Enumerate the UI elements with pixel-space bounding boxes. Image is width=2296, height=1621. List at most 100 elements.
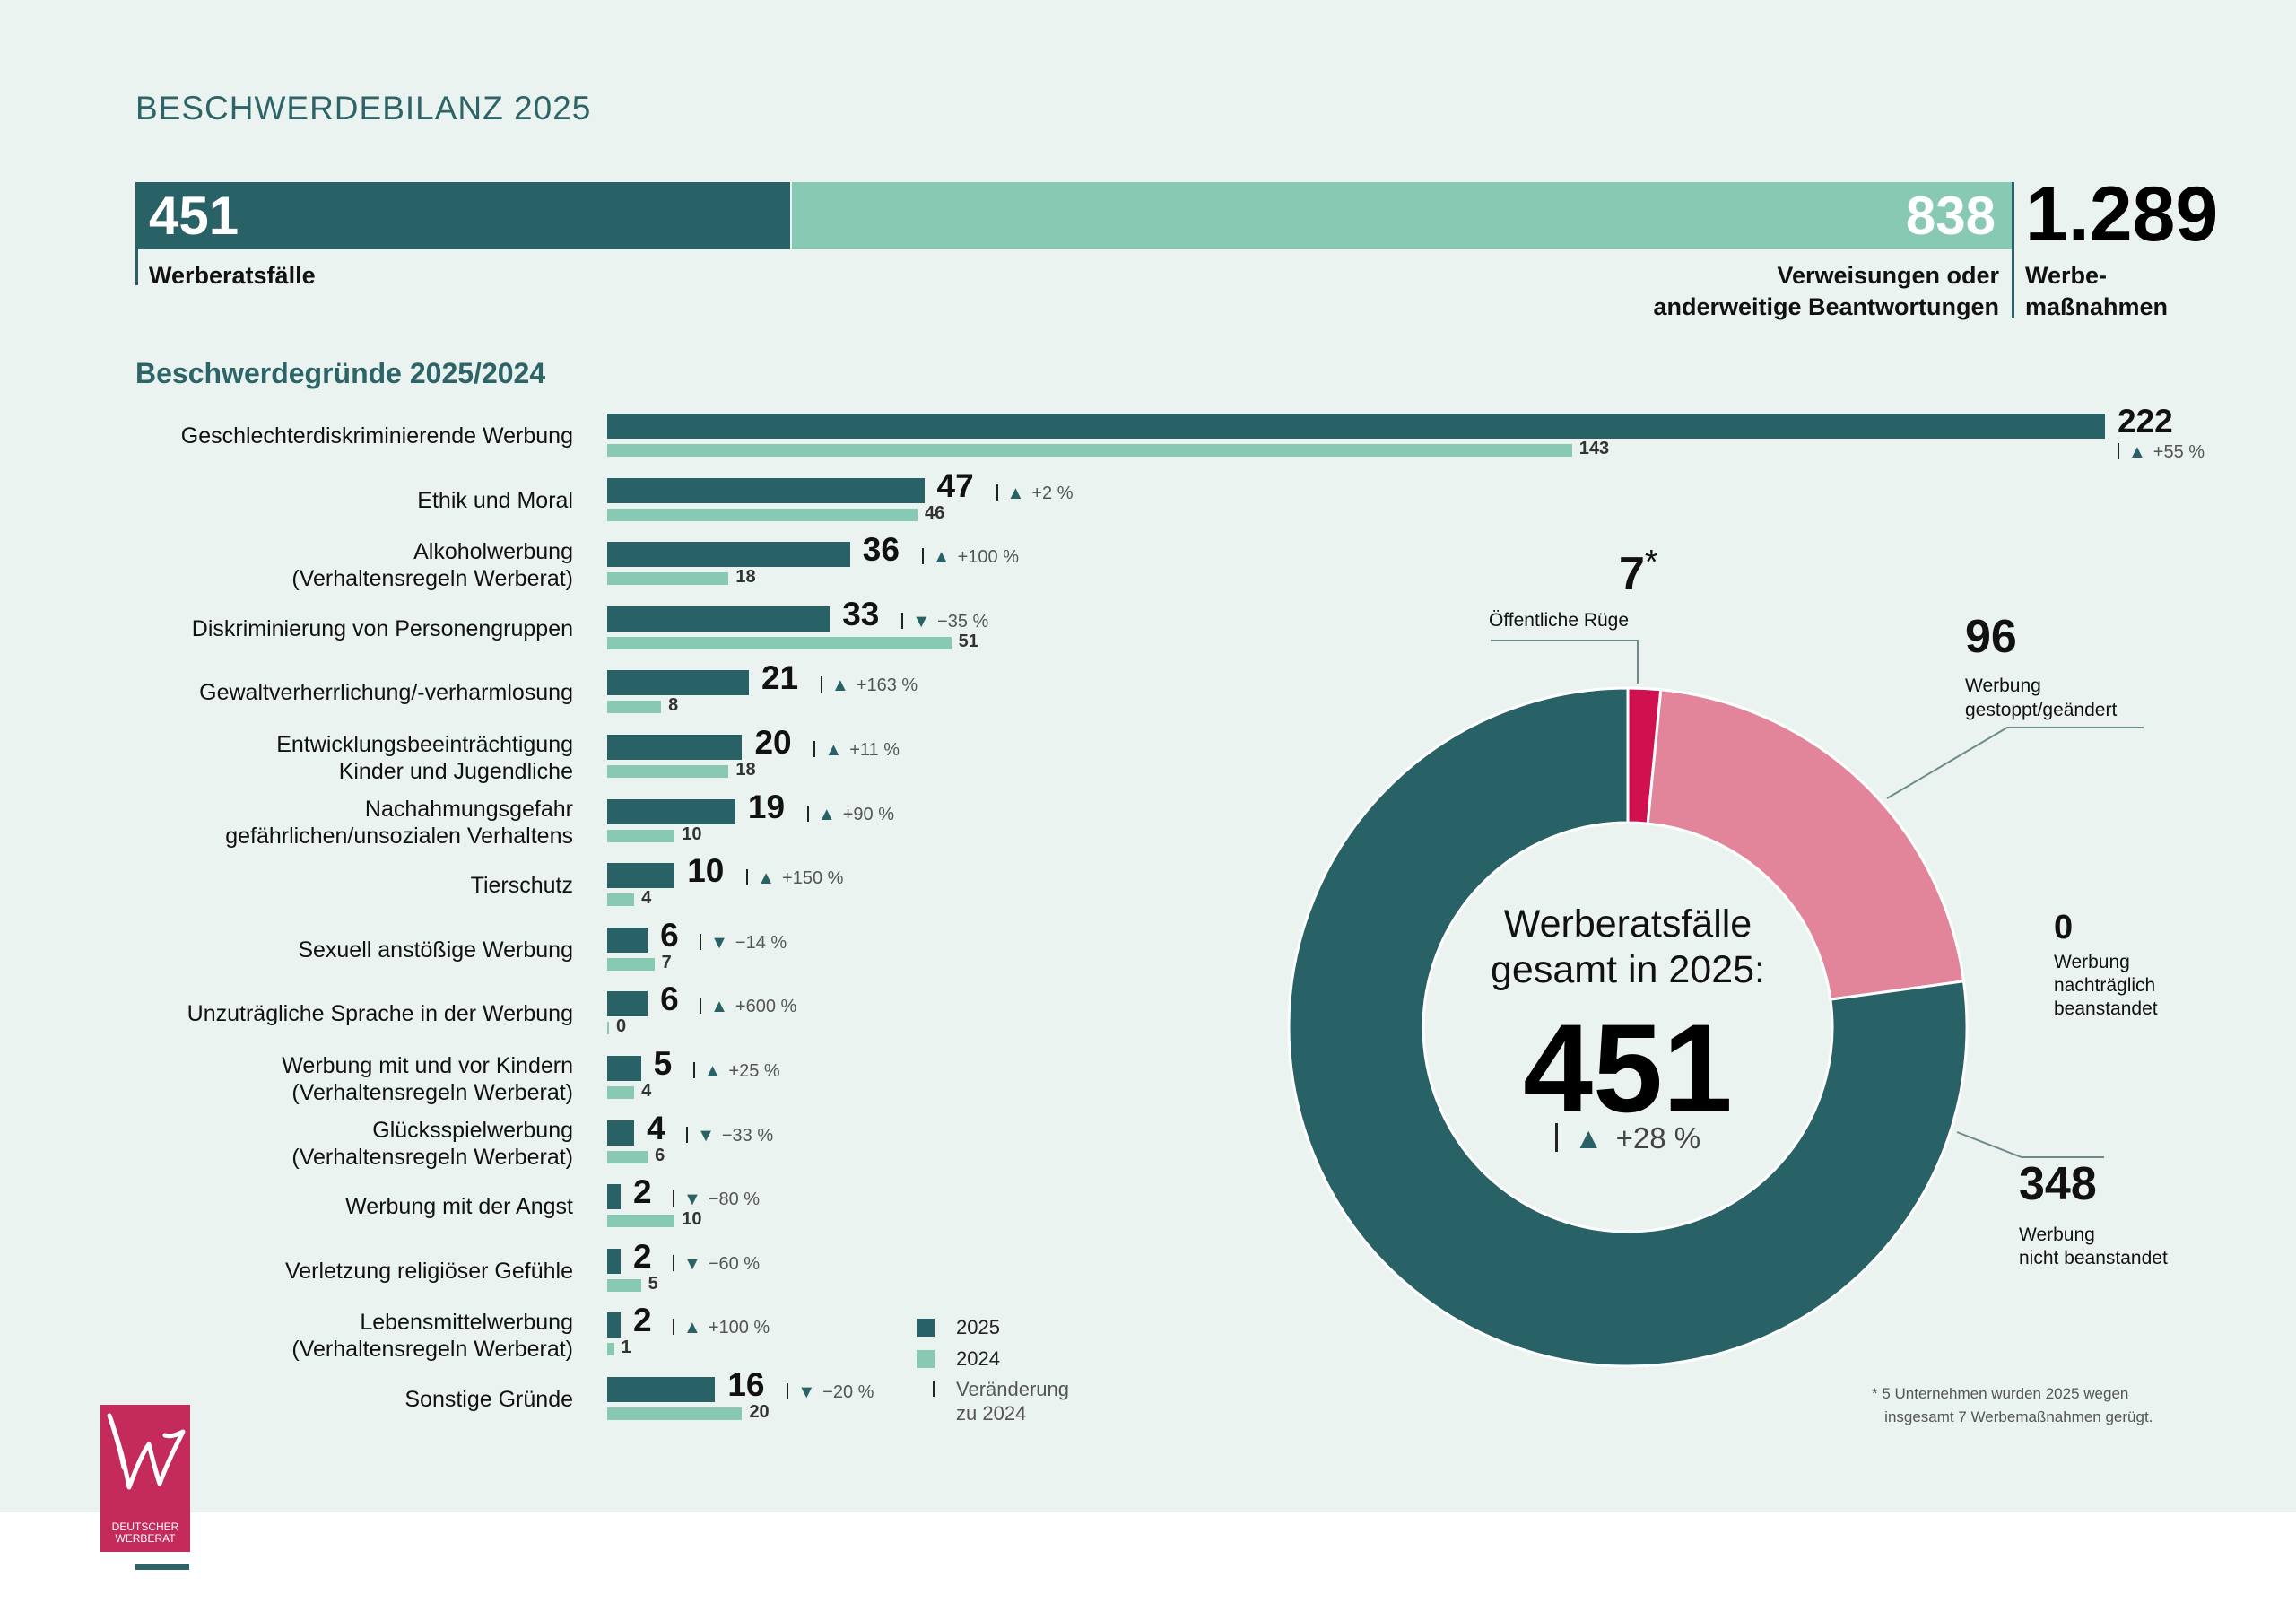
bar-2024 — [607, 508, 918, 521]
legend-label-2025: 2025 — [956, 1316, 1000, 1338]
bar-2025 — [607, 1377, 716, 1402]
change-marker — [746, 869, 749, 886]
change-indicator: ▼ −33 % — [686, 1126, 773, 1146]
change-marker — [673, 1254, 675, 1271]
werberatsfaelle-value: 451 — [149, 186, 239, 246]
category-label: Gewaltverherrlichung/-verharmlosung — [199, 680, 573, 706]
bar-2025 — [607, 606, 831, 632]
change-indicator: ▼ −14 % — [700, 933, 787, 954]
footnote: * 5 Unternehmen wurden 2025 wegen insges… — [1872, 1385, 2153, 1425]
category-label: Diskriminierung von Personengruppen — [191, 615, 573, 641]
bar-2025 — [607, 735, 743, 760]
werberatsfaelle-bar — [135, 182, 790, 249]
change-indicator: ▲ +163 % — [820, 675, 918, 696]
value-label-2024: 8 — [668, 695, 679, 716]
page-title: BESCHWERDEBILANZ 2025 — [135, 90, 592, 126]
value-label-2024: 20 — [749, 1402, 770, 1422]
value-label-2024: 6 — [655, 1145, 665, 1165]
change-indicator: ▲ +11 % — [813, 740, 900, 761]
change-indicator: ▲ +150 % — [746, 868, 843, 889]
arrow-down-icon: ▼ — [697, 1125, 715, 1146]
slice-caption-ruege: Öffentliche Rüge — [1489, 610, 1630, 631]
value-label-2025: 2 — [633, 1237, 652, 1275]
category-label: Nachahmungsgefahr gefährlichen/unsozialen… — [225, 796, 573, 849]
bar-2024 — [607, 1215, 675, 1228]
werberatsfaelle-label: Werberatsfälle — [149, 262, 316, 289]
slice-caption-gestoppt: Werbung gestoppt/geändert — [1965, 675, 2118, 720]
change-marker — [787, 1383, 789, 1399]
bar-2025 — [607, 798, 735, 824]
divider — [2012, 182, 2014, 318]
bar-2024 — [607, 572, 729, 586]
change-marker — [806, 805, 809, 822]
legend-label-change: Veränderung zu 2024 — [956, 1378, 1069, 1425]
bar-2025 — [607, 863, 675, 889]
bar-2025 — [607, 542, 850, 568]
slice-caption-nicht-beanstandet: Werbung nicht beanstandet — [2019, 1224, 2168, 1268]
value-label-2024: 18 — [735, 567, 756, 588]
bar-2025 — [607, 670, 749, 696]
category-label: Geschlechterdiskriminierende Werbung — [180, 423, 573, 449]
werbemassnahmen-label: Werbe- maßnahmen — [2025, 262, 2169, 320]
bar-2025 — [607, 1248, 622, 1274]
bar-2024 — [607, 1407, 743, 1420]
bar-2024 — [607, 701, 662, 714]
value-label-2024: 1 — [621, 1338, 631, 1358]
change-indicator: ▼ −60 % — [673, 1254, 760, 1275]
page-background — [0, 0, 2296, 1512]
logo-underline — [135, 1564, 189, 1570]
bar-2024 — [607, 893, 635, 907]
arrow-up-icon: ▲ — [683, 1318, 701, 1338]
donut-slice — [1287, 686, 1969, 1368]
bar-2024 — [607, 1022, 609, 1035]
arrow-up-icon: ▲ — [703, 1061, 722, 1081]
change-indicator: ▲ +90 % — [806, 804, 894, 825]
category-label: Unzuträgliche Sprache in der Werbung — [187, 1001, 573, 1027]
value-label-2025: 6 — [660, 980, 679, 1018]
donut-center-change: ▲ +28 % — [1417, 1121, 1839, 1155]
value-label-2025: 10 — [687, 852, 725, 890]
bar-2024 — [607, 829, 675, 842]
arrow-up-icon: ▲ — [1006, 483, 1025, 503]
section-title: Beschwerdegründe 2025/2024 — [135, 357, 546, 389]
slice-label-nicht-beanstandet: 348 — [2019, 1158, 2097, 1210]
change-indicator: ▲ +600 % — [700, 997, 796, 1017]
bar-2025 — [607, 477, 925, 503]
change-marker — [673, 1190, 675, 1207]
value-label-2024: 46 — [925, 502, 945, 523]
value-label-2025: 20 — [754, 724, 792, 761]
change-marker — [901, 612, 904, 629]
donut-hole — [1425, 824, 1831, 1230]
legend-change-marker — [933, 1381, 935, 1397]
value-label-2024: 4 — [641, 888, 652, 909]
change-indicator: ▲ +55 % — [2118, 442, 2205, 463]
change-indicator: ▲ +100 % — [673, 1318, 770, 1338]
leader-line — [1491, 640, 1639, 684]
category-label: Alkoholwerbung (Verhaltensregeln Werberat… — [291, 539, 573, 592]
change-marker — [700, 998, 702, 1015]
donut-slice — [1646, 688, 1966, 1001]
change-marker — [813, 741, 816, 757]
logo-text: DEUTSCHER WERBERAT — [111, 1521, 179, 1545]
value-label-2025: 33 — [842, 595, 880, 632]
value-label-2025: 4 — [647, 1109, 665, 1146]
slice-label-nachtraeglich: 0 — [2054, 909, 2074, 946]
bar-2025 — [607, 927, 648, 953]
value-label-2025: 5 — [653, 1045, 673, 1082]
category-label: Sexuell anstößige Werbung — [298, 937, 573, 963]
bar-2024 — [607, 1086, 635, 1099]
donut-chart — [1287, 640, 2144, 1368]
slice-caption-nachtraeglich: Werbung nachträglich beanstandet — [2054, 952, 2158, 1019]
value-label-2025: 47 — [936, 466, 974, 504]
arrow-up-icon: ▲ — [817, 804, 836, 824]
change-marker — [686, 1126, 689, 1143]
verweisungen-bar — [792, 182, 2012, 249]
value-label-2024: 18 — [735, 760, 756, 780]
change-indicator: ▼ −20 % — [787, 1382, 874, 1403]
bar-2024 — [607, 957, 655, 971]
arrow-up-icon: ▲ — [1573, 1121, 1604, 1155]
value-label-2024: 51 — [958, 631, 978, 651]
bar-2024 — [607, 765, 729, 778]
bar-2025 — [607, 991, 648, 1017]
w-logo-icon — [107, 1413, 186, 1490]
